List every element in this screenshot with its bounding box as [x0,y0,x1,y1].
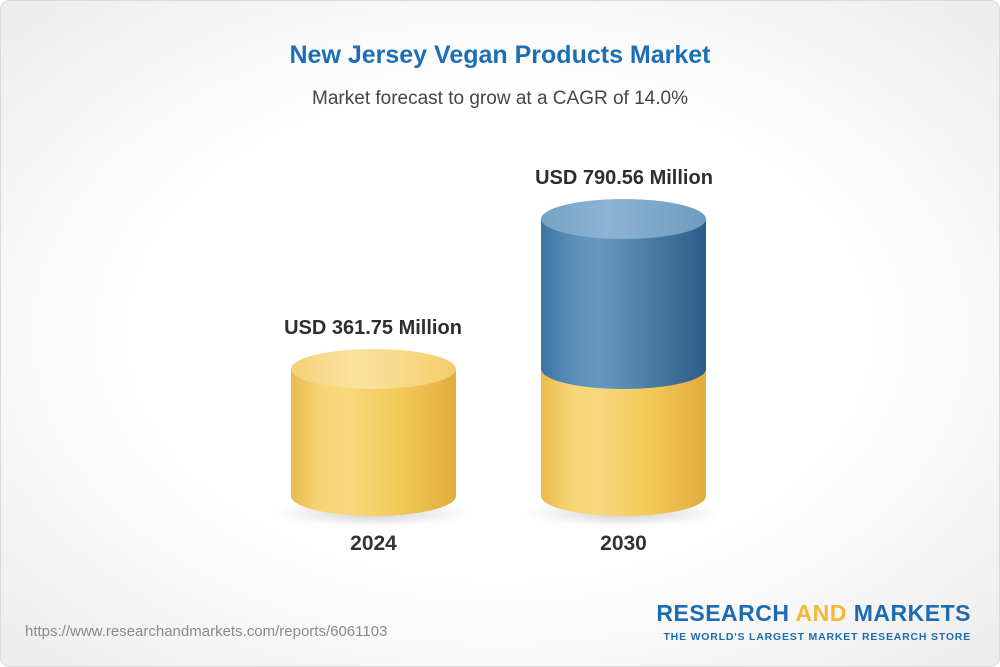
value-label-2024: USD 361.75 Million [284,317,462,339]
logo-word-markets: MARKETS [853,600,971,626]
category-label-2024: 2024 [350,532,397,555]
bar-2030-base-segment [541,369,706,516]
logo-tagline: THE WORLD'S LARGEST MARKET RESEARCH STOR… [663,631,971,644]
logo-wordmark: RESEARCH AND MARKETS [656,600,971,626]
bar-2030 [541,199,706,516]
report-url-link[interactable]: https://www.researchandmarkets.com/repor… [25,623,388,640]
chart-title: New Jersey Vegan Products Market [289,41,711,69]
bar-2030-growth-segment [541,199,706,390]
logo-word-research: RESEARCH [656,600,790,626]
bar-2024-body [291,349,456,516]
chart-subtitle: Market forecast to grow at a CAGR of 14.… [312,88,688,109]
value-label-2030: USD 790.56 Million [535,167,713,189]
company-logo: RESEARCH AND MARKETS THE WORLD'S LARGEST… [656,600,971,644]
bar-2024 [291,349,456,516]
category-label-2030: 2030 [600,532,647,555]
bar-2030-top-ellipse [541,199,706,240]
logo-word-and: AND [795,600,847,626]
bar-2024-top-ellipse [291,349,456,390]
